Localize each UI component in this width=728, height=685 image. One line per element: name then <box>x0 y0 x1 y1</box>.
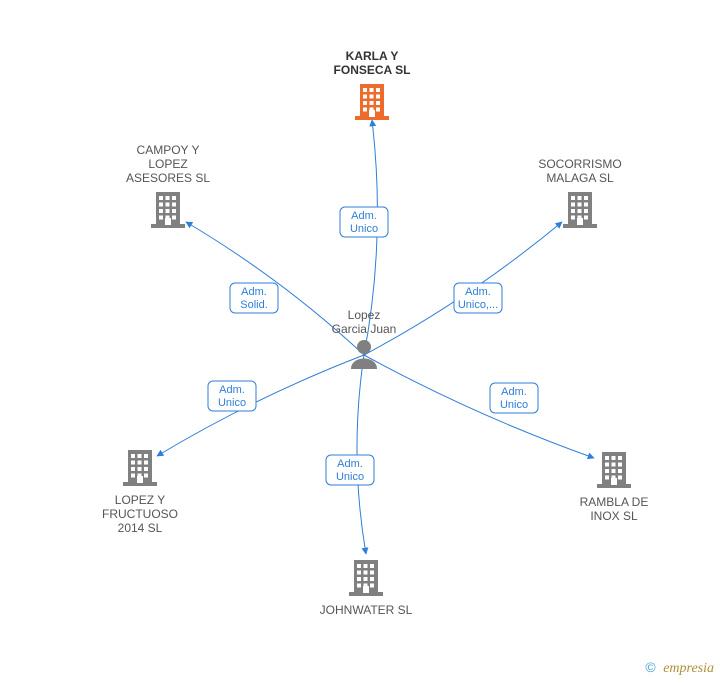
copyright-symbol: © <box>645 659 655 675</box>
watermark-text: empresia <box>663 661 714 676</box>
center-node-label: LopezGarcia Juan <box>332 308 397 336</box>
company-node-label: JOHNWATER SL <box>320 603 413 617</box>
company-node-label: CAMPOY YLOPEZASESORES SL <box>126 143 210 185</box>
edge-label-text: Adm.Unico <box>350 210 378 235</box>
company-node-label: SOCORRISMOMALAGA SL <box>538 157 621 185</box>
company-node-label: LOPEZ YFRUCTUOSO2014 SL <box>102 493 178 535</box>
edge-label-text: Adm.Solid. <box>240 286 268 311</box>
building-icon <box>355 84 389 120</box>
company-node-label: RAMBLA DEINOX SL <box>580 495 649 523</box>
building-icon <box>123 450 157 486</box>
building-icon <box>151 192 185 228</box>
building-icon <box>563 192 597 228</box>
relationship-diagram: Adm.UnicoAdm.Unico,...Adm.UnicoAdm.Unico… <box>0 0 728 685</box>
relationship-edge <box>157 355 364 456</box>
building-icon <box>349 560 383 596</box>
building-icon <box>597 452 631 488</box>
watermark: © empresia <box>645 659 714 677</box>
relationship-edge <box>364 355 594 458</box>
edge-label-text: Adm.Unico <box>500 386 528 411</box>
edge-label-text: Adm.Unico <box>218 384 246 409</box>
edge-label-text: Adm.Unico <box>336 458 364 483</box>
company-node-label: KARLA YFONSECA SL <box>334 49 411 77</box>
